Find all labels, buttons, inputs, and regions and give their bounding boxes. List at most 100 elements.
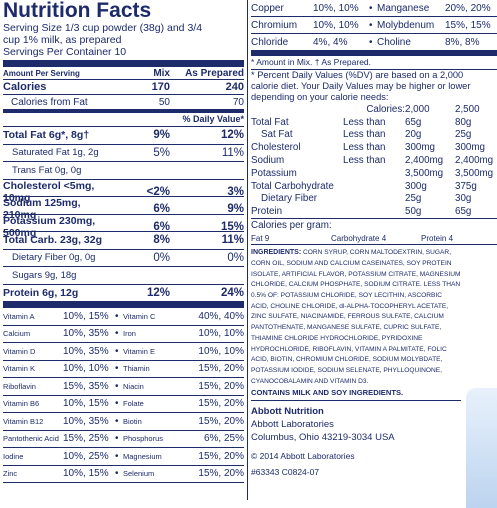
- nutrient-mix: 5%: [153, 146, 170, 159]
- vitamin-name: Vitamin D: [3, 346, 36, 356]
- dv-qualifier: Less than: [343, 129, 386, 141]
- bullet: •: [369, 2, 373, 14]
- vitamin-row: Calcium 10%, 35% • Iron 10%, 10%: [3, 326, 244, 343]
- vitamin-value: 10%, 10%: [198, 328, 244, 340]
- vitamin-name: Vitamin B12: [3, 416, 44, 426]
- nutrient-label: Dietary Fiber 0g, 0g: [12, 252, 96, 264]
- dv-name: Total Carbohydrate: [251, 180, 334, 192]
- dv-value: 300mg: [405, 142, 435, 154]
- vitamin-row: Vitamin A 10%, 15% • Vitamin C 40%, 40%: [3, 308, 244, 326]
- dv-value: 30g: [455, 193, 472, 205]
- ingredients-label: INGREDIENTS:: [251, 249, 302, 257]
- nutrient-mix: <2%: [146, 185, 170, 198]
- dv-value: 2,400mg: [455, 155, 494, 167]
- vitamin-row: Vitamin K 10%, 10% • Thiamin 15%, 20%: [3, 361, 244, 378]
- medium-rule: [3, 109, 244, 113]
- dv-qualifier: Less than: [343, 142, 386, 154]
- nutrient-label: Total Fat 6g*, 8g†: [3, 129, 90, 142]
- vitamin-row: Vitamin B6 10%, 15% • Folate 15%, 20%: [3, 396, 244, 413]
- vitamin-row: Vitamin D 10%, 35% • Vitamin E 10%, 10%: [3, 343, 244, 361]
- header-amount: Amount Per Serving: [3, 68, 80, 78]
- calories-label: Calories: [3, 81, 47, 93]
- nutrient-prepared: 24%: [220, 286, 244, 299]
- vitamin-name: Selenium: [123, 469, 155, 479]
- title: Nutrition Facts: [3, 0, 152, 22]
- header-prepared: As Prepared: [185, 67, 244, 79]
- nutrient-row: Sodium 125mg, 210mg 6% 9%: [3, 196, 244, 221]
- mineral-name: Choline: [377, 36, 411, 48]
- bullet: •: [115, 345, 119, 357]
- vitamin-value: 15%, 20%: [198, 415, 244, 427]
- mineral-row: Chloride 4%, 4% • Choline 8%, 8%: [251, 34, 497, 51]
- mineral-value: 20%, 20%: [445, 2, 491, 14]
- ingredients: INGREDIENTS: CORN SYRUP, CORN MALTODEXTR…: [251, 248, 461, 387]
- mineral-value: 4%, 4%: [313, 36, 348, 48]
- nutrient-label: Cholesterol <5mg, 10mg: [3, 179, 95, 204]
- calories-mix: 170: [151, 81, 170, 93]
- nutrient-label: Sodium 125mg, 210mg: [3, 197, 81, 221]
- vitamin-value: 10%, 10%: [63, 363, 109, 375]
- thick-rule: [3, 301, 244, 308]
- dv-name: Protein: [251, 206, 283, 218]
- vitamin-value: 15%, 20%: [198, 380, 244, 392]
- dv-name: Potassium: [251, 167, 297, 179]
- vitamin-name: Magnesium: [123, 451, 162, 461]
- company-line: Abbott Laboratories: [251, 419, 334, 431]
- thick-rule: [251, 51, 497, 56]
- per-gram-item: Carbohydrate 4: [331, 233, 387, 243]
- dv-value: 300g: [405, 180, 427, 192]
- nutrient-row: Dietary Fiber 0g, 0g 0% 0%: [3, 248, 244, 267]
- dv-name: Cholesterol: [251, 142, 301, 154]
- dv-table: Calories: 2,000 2,500 Total Fat Less than 65g…: [251, 103, 497, 218]
- mineral-value: 10%, 10%: [313, 2, 359, 14]
- nutrient-mix: 0%: [153, 251, 170, 264]
- dv-value: 65g: [455, 206, 472, 218]
- mineral-row: Chromium 10%, 10% • Molybdenum 15%, 15%: [251, 17, 497, 34]
- nutrient-prepared: 11%: [221, 234, 244, 247]
- dv-value: 3,500mg: [455, 167, 494, 179]
- dv-value: 50g: [405, 206, 422, 218]
- bullet: •: [115, 398, 119, 410]
- bullet: •: [369, 19, 373, 31]
- dv-header-cell: 2,000: [405, 103, 430, 115]
- vitamin-value: 15%, 25%: [63, 433, 109, 445]
- nutrient-row: Saturated Fat 1g, 2g 5% 11%: [3, 143, 244, 162]
- dv-qualifier: Less than: [343, 155, 386, 167]
- nutrient-prepared: 3%: [227, 185, 244, 198]
- vitamin-value: 15%, 20%: [198, 398, 244, 410]
- adjacent-label-edge: [466, 388, 497, 508]
- dv-row: Total Carbohydrate 300g 375g: [251, 180, 497, 193]
- vitamin-row: Vitamin B12 10%, 35% • Biotin 15%, 20%: [3, 413, 244, 431]
- contains: CONTAINS MILK AND SOY INGREDIENTS.: [251, 387, 461, 402]
- nutrition-facts-panel: Nutrition Facts Serving Size 1/3 cup pow…: [3, 0, 244, 500]
- dv-name: Sodium: [251, 155, 285, 167]
- bullet: •: [115, 433, 119, 445]
- dv-row: Total Fat Less than 65g 80g: [251, 116, 497, 129]
- nutrient-row: Potassium 230mg, 500mg 6% 15%: [3, 213, 244, 239]
- dv-name: Total Fat: [251, 116, 289, 128]
- vitamin-value: 10%, 15%: [63, 310, 109, 322]
- vitamin-value: 6%, 25%: [203, 433, 244, 445]
- dv-name: Dietary Fiber: [261, 193, 318, 205]
- company-name: Abbott Nutrition: [251, 406, 324, 418]
- nutrient-label: Protein 6g, 12g: [3, 286, 79, 299]
- dv-value: 65g: [405, 116, 422, 128]
- mineral-name: Chloride: [251, 36, 289, 48]
- serving-size: Serving Size 1/3 cup powder (38g) and 3/…: [3, 22, 203, 46]
- vitamin-name: Riboflavin: [3, 381, 36, 391]
- nutrient-label: Potassium 230mg, 500mg: [3, 214, 96, 239]
- vitamin-row: Iodine 10%, 25% • Magnesium 15%, 20%: [3, 448, 244, 466]
- vitamin-value: 10%, 25%: [63, 450, 109, 462]
- dv-value: 25g: [455, 129, 472, 141]
- vitamin-name: Phosphorus: [123, 434, 164, 444]
- header-row: Amount Per Serving Mix As Prepared: [3, 67, 244, 80]
- vitamin-name: Vitamin B6: [3, 399, 40, 409]
- nutrient-label: Total Carb. 23g, 32g: [3, 234, 102, 247]
- nutrient-row: Cholesterol <5mg, 10mg <2% 3%: [3, 178, 244, 204]
- divider: [247, 0, 248, 500]
- nutrient-label: Saturated Fat 1g, 2g: [12, 147, 99, 159]
- nutrient-row: Total Carb. 23g, 32g 8% 11%: [3, 231, 244, 249]
- dv-header-cell: Calories:: [366, 103, 405, 115]
- thick-rule: [3, 60, 244, 67]
